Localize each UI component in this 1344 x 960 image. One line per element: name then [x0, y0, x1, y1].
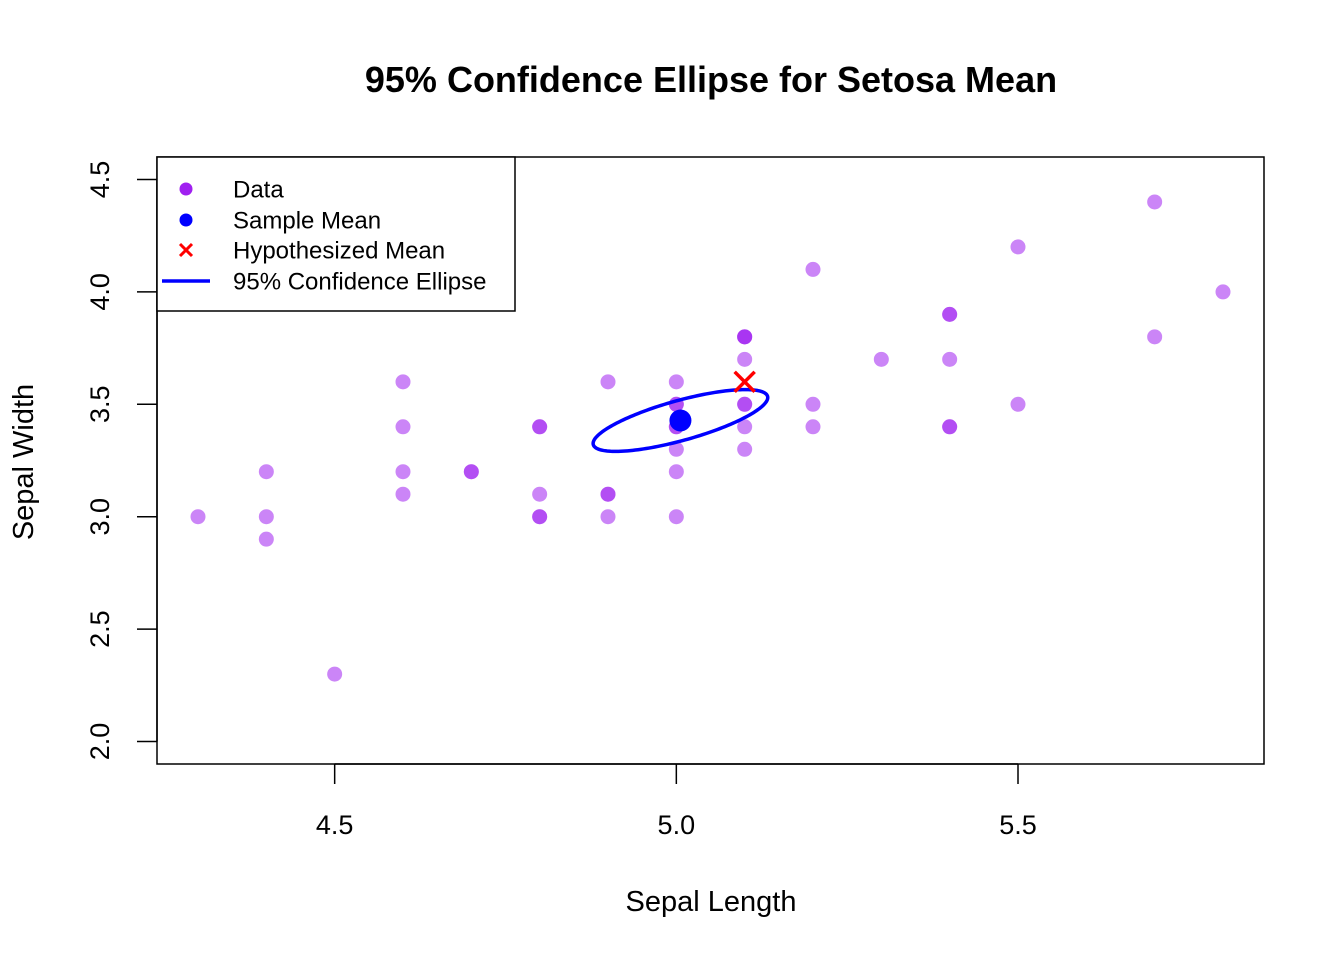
legend-label: Sample Mean — [233, 208, 381, 235]
data-point — [532, 419, 548, 435]
data-point — [258, 531, 274, 547]
x-axis: 4.5 5.0 5.5 — [316, 763, 1037, 840]
data-point — [395, 374, 411, 390]
cross-stroke — [733, 370, 756, 394]
data-point — [463, 464, 479, 480]
legend-item: Hypothesized Mean — [178, 238, 445, 265]
data-point — [737, 441, 753, 457]
data-point — [668, 441, 684, 457]
y-tick-label: 3.5 — [85, 386, 115, 424]
data-point — [1010, 239, 1026, 255]
x-tick-label: 5.0 — [658, 810, 696, 840]
data-point — [1010, 396, 1026, 412]
data-point — [395, 464, 411, 480]
data-point — [873, 351, 889, 367]
mean-and-ellipse — [591, 370, 770, 454]
x-tick-label: 4.5 — [316, 810, 354, 840]
sample-mean-point — [669, 409, 692, 432]
y-axis-label: Sepal Width — [8, 384, 40, 540]
legend-dot-icon — [179, 213, 193, 227]
data-point — [600, 509, 616, 525]
data-point — [805, 261, 821, 277]
confidence-ellipse — [591, 387, 770, 454]
x-axis-label: Sepal Length — [626, 886, 797, 918]
data-point — [1215, 284, 1231, 300]
data-point — [1147, 194, 1163, 210]
data-point — [737, 351, 753, 367]
data-point — [942, 351, 958, 367]
data-point — [190, 509, 206, 525]
x-tick-label: 5.5 — [999, 810, 1037, 840]
data-point — [395, 486, 411, 502]
data-point — [668, 509, 684, 525]
data-point — [600, 486, 616, 502]
data-point — [737, 329, 753, 345]
data-point — [942, 306, 958, 322]
y-tick-label: 2.5 — [85, 610, 115, 648]
y-axis: 2.0 2.5 3.0 3.5 4.0 4.5 — [85, 161, 158, 761]
data-point — [532, 486, 548, 502]
data-point — [737, 396, 753, 412]
data-point — [805, 396, 821, 412]
chart-title: 95% Confidence Ellipse for Setosa Mean — [365, 59, 1057, 100]
legend-item: 95% Confidence Ellipse — [162, 269, 487, 296]
data-point — [942, 419, 958, 435]
data-point — [805, 419, 821, 435]
legend-dot-icon — [179, 182, 193, 196]
legend-label: Data — [233, 177, 284, 204]
data-point — [737, 419, 753, 435]
plot-frame — [156, 156, 1265, 765]
legend-cross-icon — [178, 242, 194, 258]
y-tick-label: 4.5 — [85, 161, 115, 199]
data-point — [1147, 329, 1163, 345]
y-tick-label: 4.0 — [85, 273, 115, 311]
data-point — [532, 509, 548, 525]
y-tick-label: 3.0 — [85, 498, 115, 536]
data-point — [258, 464, 274, 480]
cross-stroke — [178, 242, 194, 258]
y-tick-label: 2.0 — [85, 723, 115, 761]
legend-label: 95% Confidence Ellipse — [233, 269, 487, 296]
legend-label: Hypothesized Mean — [233, 238, 445, 265]
data-point — [258, 509, 274, 525]
legend: Data Sample Mean Hypothesized Mean 95% Conf… — [156, 156, 516, 312]
data-point — [668, 374, 684, 390]
legend-box — [156, 156, 516, 312]
data-point — [600, 374, 616, 390]
legend-item: Data — [179, 177, 284, 204]
data-point — [668, 464, 684, 480]
data-point — [395, 419, 411, 435]
legend-item: Sample Mean — [179, 208, 381, 235]
hypothesized-mean-point — [733, 370, 756, 394]
data-point — [327, 666, 343, 682]
